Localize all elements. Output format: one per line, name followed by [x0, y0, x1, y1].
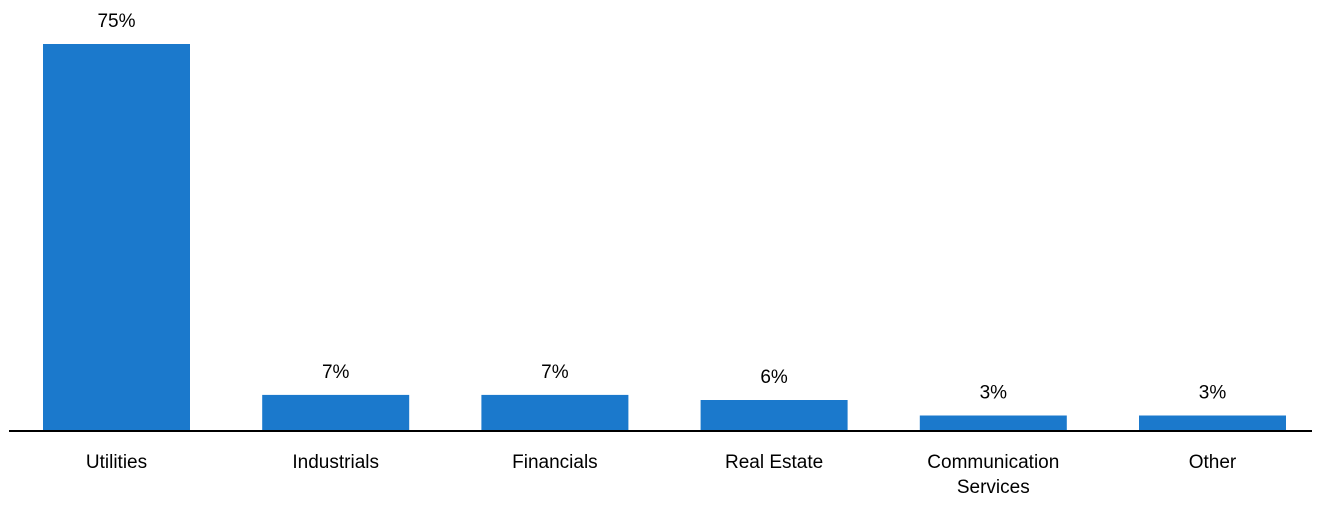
bar-communication-services [919, 415, 1067, 431]
category-label-line: Services [957, 477, 1030, 498]
value-label-financials: 7% [541, 362, 569, 383]
category-label-line: Industrials [292, 452, 379, 473]
value-label-real-estate: 6% [760, 367, 788, 388]
category-labels-layer: Utilities Industrials Financials Real Estat… [86, 452, 1237, 498]
value-label-industrials: 7% [322, 362, 350, 383]
bar-industrials [262, 394, 410, 431]
value-label-communication-services: 3% [980, 383, 1008, 404]
bar-financials [481, 394, 629, 431]
category-label-other: Other [1189, 452, 1237, 473]
category-label-line: Utilities [86, 452, 147, 473]
category-label-line: Real Estate [725, 452, 823, 473]
category-label-line: Communication [927, 452, 1059, 473]
category-label-line: Other [1189, 452, 1237, 473]
bars-layer [43, 44, 1286, 431]
bar-utilities [43, 44, 190, 431]
value-labels-layer: 75% 7% 7% 6% 3% 3% [97, 11, 1226, 404]
category-label-utilities: Utilities [86, 452, 147, 473]
category-label-communication-services: Communication Services [927, 452, 1059, 498]
category-label-real-estate: Real Estate [725, 452, 823, 473]
bar-other [1139, 415, 1286, 431]
category-label-line: Financials [512, 452, 598, 473]
category-label-industrials: Industrials [292, 452, 379, 473]
bar-real-estate [700, 400, 848, 431]
value-label-utilities: 75% [97, 11, 135, 32]
category-label-financials: Financials [512, 452, 598, 473]
value-label-other: 3% [1199, 383, 1227, 404]
